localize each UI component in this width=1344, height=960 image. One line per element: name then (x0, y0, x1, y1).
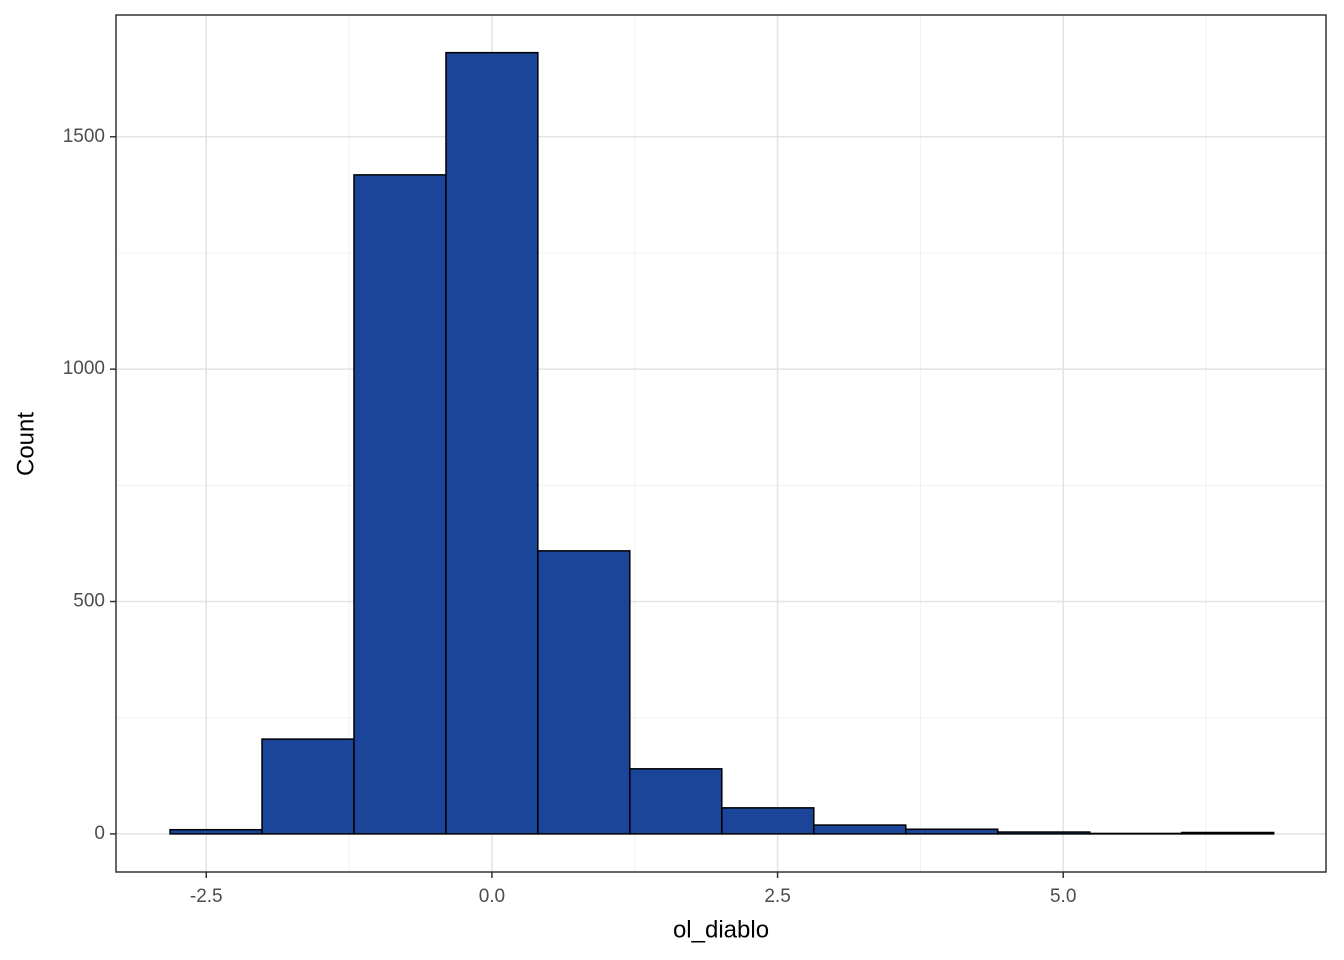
y-tick-label: 0 (94, 823, 105, 844)
bar (905, 828, 999, 835)
x-tick-label: -2.5 (190, 886, 223, 907)
x-tick-label: 0.0 (479, 886, 505, 907)
bar (353, 174, 447, 835)
y-tick-label: 1000 (63, 358, 105, 379)
x-axis-title: ol_diablo (673, 916, 769, 943)
bar (996, 831, 1091, 835)
bar (721, 807, 815, 835)
y-tick-label: 500 (73, 591, 105, 612)
bar (261, 738, 355, 835)
bar (445, 51, 539, 835)
bar (537, 550, 631, 835)
bar (629, 768, 723, 835)
bar (169, 828, 263, 835)
plot-border (115, 14, 1327, 873)
bar (813, 824, 907, 835)
x-tick-label: 5.0 (1050, 886, 1076, 907)
y-tick-label: 1500 (63, 126, 105, 147)
bar (1180, 831, 1275, 835)
y-axis-title: Count (12, 412, 39, 476)
x-tick-label: 2.5 (764, 886, 790, 907)
